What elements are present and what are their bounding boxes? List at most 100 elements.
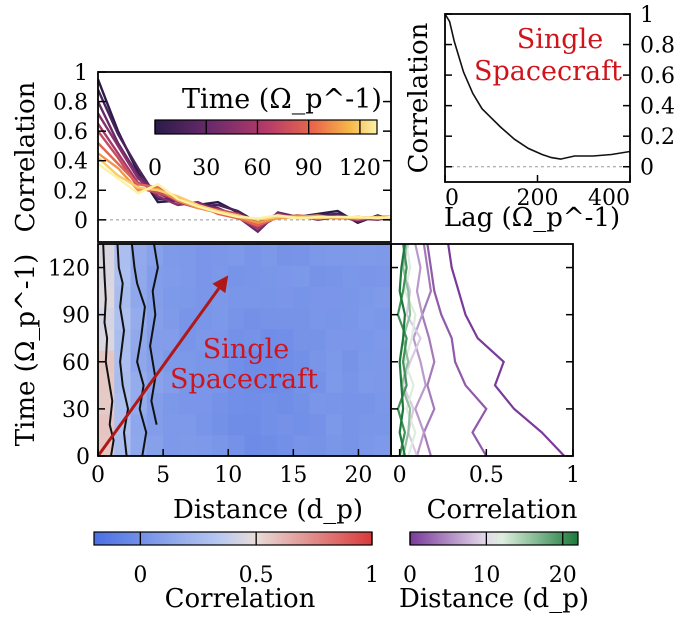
bl-cell-3-0 — [146, 434, 164, 456]
br-series-line-3 — [412, 244, 427, 456]
bl-cell-13-0 — [309, 434, 327, 456]
bl-cell-12-8 — [293, 265, 311, 287]
bl-cell-5-6 — [179, 307, 197, 330]
bl-cell-16-0 — [358, 434, 376, 456]
bl-x-ticks: 0 5 10 15 20 — [91, 449, 372, 488]
bl-cell-14-5 — [325, 328, 343, 351]
bl-cell-15-3 — [342, 371, 360, 393]
bl-cell-10-1 — [260, 413, 278, 436]
bl-ytick-label-3: 90 — [62, 304, 90, 329]
bl-cell-5-7 — [179, 286, 197, 309]
bl-contours — [102, 244, 159, 456]
bl-cell-6-5 — [195, 328, 213, 351]
bl-cell-11-1 — [277, 413, 294, 436]
bl-cell-9-9 — [244, 244, 262, 266]
tl-colorbar-tick-label-4: 120 — [339, 156, 381, 181]
bl-cell-9-0 — [244, 434, 262, 456]
bl-cell-0-3 — [98, 371, 115, 393]
bl-cell-8-1 — [228, 413, 246, 436]
bl-cell-15-5 — [342, 328, 360, 351]
bl-xlabel: Distance (d_p) — [173, 495, 363, 525]
bl-cell-7-9 — [211, 244, 229, 266]
bl-cell-13-8 — [309, 265, 327, 287]
br-series-line-8 — [398, 244, 407, 456]
br-colorbar-tick-label-2: 20 — [549, 563, 577, 588]
bl-cell-4-0 — [163, 434, 180, 456]
bl-cell-11-9 — [277, 244, 294, 266]
bl-cell-14-0 — [325, 434, 343, 456]
bl-cell-5-9 — [179, 244, 197, 266]
bl-cell-8-5 — [228, 328, 246, 351]
bl-cell-12-1 — [293, 413, 311, 436]
bl-cell-14-7 — [325, 286, 343, 309]
tl-series-line-9 — [98, 162, 391, 220]
bl-cell-8-4 — [228, 350, 246, 372]
bl-xtick-label-4: 20 — [344, 463, 372, 488]
bl-cell-17-4 — [374, 350, 391, 372]
bl-cell-2-5 — [130, 328, 148, 351]
tr-xlabel: Lag (Ω_p^-1) — [444, 203, 620, 233]
bl-ytick-label-1: 30 — [62, 398, 90, 423]
tl-colorbar-ticks: 0 30 60 90 120 — [148, 120, 381, 181]
bl-cell-15-2 — [342, 392, 360, 415]
bl-colorbar-tick-label-2: 1 — [365, 563, 379, 588]
br-colorbar-label: Distance (d_p) — [399, 584, 589, 614]
bl-cell-1-2 — [114, 392, 132, 415]
bl-colorbar-tick-label-0: 0 — [133, 563, 147, 588]
bl-cell-17-6 — [374, 307, 391, 330]
bl-colorbar-bar — [93, 531, 373, 546]
bl-cell-12-9 — [293, 244, 311, 266]
bl-cell-10-3 — [260, 371, 278, 393]
bl-cell-14-9 — [325, 244, 343, 266]
bl-cell-12-0 — [293, 434, 311, 456]
bl-cell-16-7 — [358, 286, 376, 309]
bl-cell-17-0 — [374, 434, 391, 456]
tl-ylabel: Correlation — [11, 81, 41, 232]
br-colorbar-tick-label-1: 10 — [472, 563, 500, 588]
bl-cell-16-3 — [358, 371, 376, 393]
bl-cell-6-4 — [195, 350, 213, 372]
tl-colorbar-tick-label-0: 0 — [148, 156, 162, 181]
tr-ytick-label-2: 0.4 — [640, 95, 675, 120]
bl-cell-8-2 — [228, 392, 246, 415]
bl-xtick-label-1: 5 — [156, 463, 170, 488]
bl-cell-8-0 — [228, 434, 246, 456]
br-series-line-0 — [447, 244, 566, 456]
bl-ytick-label-2: 60 — [62, 351, 90, 376]
bl-contour-3 — [149, 244, 159, 425]
bl-cell-9-6 — [244, 307, 262, 330]
bl-cell-8-6 — [228, 307, 246, 330]
tl-ytick-label-0: 0 — [74, 209, 88, 234]
bl-cell-16-1 — [358, 413, 376, 436]
bl-cell-10-8 — [260, 265, 278, 287]
br-colorbar: 0 10 20 Distance (d_p) — [399, 531, 589, 614]
bl-cell-10-6 — [260, 307, 278, 330]
bl-cell-4-2 — [163, 392, 180, 415]
bl-cell-0-9 — [98, 244, 115, 266]
bl-cell-11-8 — [277, 265, 294, 287]
br-xtick-label-0: 0 — [393, 463, 407, 488]
bl-cell-17-1 — [374, 413, 391, 436]
panel-bottom-right: 0 0.5 1 Correlation 0 10 20 Distance (d_p) — [390, 243, 589, 614]
tl-colorbar-tick-label-3: 90 — [295, 156, 323, 181]
bl-cell-16-6 — [358, 307, 376, 330]
br-series-line-5 — [403, 244, 417, 456]
bl-cell-5-5 — [179, 328, 197, 351]
tl-colorbar-title: Time (Ω_p^-1) — [182, 84, 382, 115]
bl-cell-8-7 — [228, 286, 246, 309]
bl-cell-7-0 — [211, 434, 229, 456]
bl-cell-4-1 — [163, 413, 180, 436]
bl-cell-9-7 — [244, 286, 262, 309]
bl-cell-7-1 — [211, 413, 229, 436]
br-xtick-label-1: 0.5 — [469, 463, 504, 488]
bl-cell-5-8 — [179, 265, 197, 287]
bl-cell-17-9 — [374, 244, 391, 266]
bl-cell-12-2 — [293, 392, 311, 415]
bl-cell-5-3 — [179, 371, 197, 393]
tl-series-group — [98, 78, 391, 234]
bl-cell-6-8 — [195, 265, 213, 287]
tr-ytick-label-0: 0 — [640, 156, 654, 181]
bl-cell-5-4 — [179, 350, 197, 372]
bl-contour-2 — [130, 244, 148, 456]
bl-cell-12-3 — [293, 371, 311, 393]
